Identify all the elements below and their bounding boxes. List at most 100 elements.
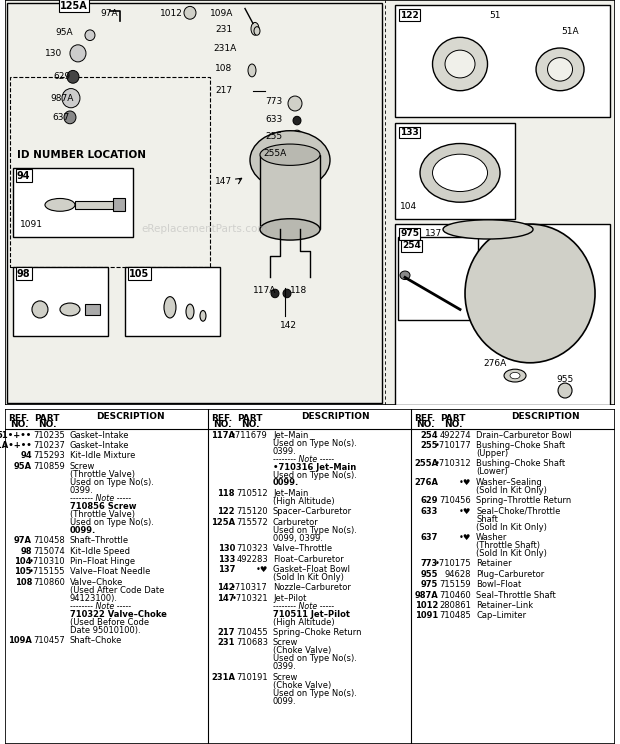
Bar — [10, 77, 210, 267]
Text: Shaft–Throttle: Shaft–Throttle — [70, 536, 129, 545]
Text: Jet–Main: Jet–Main — [273, 431, 308, 440]
Circle shape — [283, 289, 291, 298]
Text: 142: 142 — [280, 321, 297, 330]
Text: 710683: 710683 — [236, 638, 268, 647]
Ellipse shape — [251, 22, 259, 35]
Text: Pin–Float Hinge: Pin–Float Hinge — [70, 557, 135, 566]
Circle shape — [288, 96, 302, 111]
Circle shape — [62, 89, 80, 108]
Text: PART: PART — [237, 414, 263, 423]
Text: 773: 773 — [421, 559, 438, 568]
Text: Gasket–Intake: Gasket–Intake — [70, 431, 130, 440]
Text: 710859: 710859 — [33, 462, 65, 471]
Text: 97A: 97A — [14, 536, 32, 545]
Text: 0399.: 0399. — [70, 486, 94, 495]
Bar — [75, 201, 115, 209]
Text: (Sold In Kit Only): (Sold In Kit Only) — [476, 522, 547, 531]
Text: 137: 137 — [218, 565, 235, 574]
Text: 133: 133 — [218, 554, 235, 563]
Text: 955: 955 — [420, 570, 438, 579]
Text: 987A: 987A — [414, 591, 438, 600]
Text: DESCRIPTION: DESCRIPTION — [511, 412, 579, 422]
Text: •♥: •♥ — [459, 533, 471, 542]
Text: Spring–Throttle Return: Spring–Throttle Return — [476, 496, 571, 505]
Text: 710457: 710457 — [33, 636, 65, 645]
Text: 142: 142 — [218, 583, 235, 592]
Text: 117A: 117A — [211, 431, 235, 440]
Text: •710317: •710317 — [231, 583, 268, 592]
Text: 217: 217 — [218, 628, 235, 637]
Text: Drain–Carburetor Bowl: Drain–Carburetor Bowl — [476, 431, 572, 440]
Text: 95A: 95A — [14, 462, 32, 471]
Text: (Choke Valve): (Choke Valve) — [273, 681, 331, 690]
Text: 0099, 0399.: 0099, 0399. — [273, 533, 323, 542]
Text: Valve–Float Needle: Valve–Float Needle — [70, 568, 150, 577]
Text: 710191: 710191 — [236, 673, 268, 682]
Text: Screw: Screw — [70, 462, 95, 471]
Text: (Sold In Kit Only): (Sold In Kit Only) — [476, 549, 547, 558]
Circle shape — [293, 116, 301, 125]
Text: •711679: •711679 — [231, 431, 268, 440]
Ellipse shape — [260, 144, 320, 165]
Text: Washer: Washer — [476, 533, 507, 542]
Ellipse shape — [433, 37, 487, 91]
Text: 51•+••: 51•+•• — [0, 431, 32, 440]
Ellipse shape — [60, 303, 80, 316]
Text: 492283: 492283 — [236, 554, 268, 563]
Text: Bushing–Choke Shaft: Bushing–Choke Shaft — [476, 441, 565, 450]
Text: Screw: Screw — [273, 638, 298, 647]
Text: 710322 Valve–Choke: 710322 Valve–Choke — [70, 609, 167, 619]
Text: 108: 108 — [15, 578, 32, 587]
Ellipse shape — [504, 369, 526, 382]
Text: Spring–Choke Return: Spring–Choke Return — [273, 628, 361, 637]
Text: Valve–Throttle: Valve–Throttle — [273, 544, 333, 553]
Text: •710312: •710312 — [435, 459, 471, 469]
Circle shape — [85, 30, 95, 40]
Text: 137: 137 — [425, 229, 442, 238]
Text: Valve–Choke: Valve–Choke — [70, 578, 123, 587]
Circle shape — [290, 146, 302, 159]
Text: -------- Note -----: -------- Note ----- — [70, 602, 131, 611]
Text: 122: 122 — [400, 10, 419, 19]
Text: 231A: 231A — [213, 43, 236, 53]
Text: DESCRIPTION: DESCRIPTION — [301, 412, 370, 422]
Bar — [395, 123, 515, 219]
Text: 217: 217 — [215, 86, 232, 95]
Text: Used on Type No(s).: Used on Type No(s). — [273, 470, 357, 480]
Text: •♥: •♥ — [255, 565, 268, 574]
Text: 231A: 231A — [211, 673, 235, 682]
Text: REF.: REF. — [211, 414, 232, 423]
Ellipse shape — [547, 57, 572, 81]
Text: 117A: 117A — [253, 286, 277, 295]
Text: -------- Note -----: -------- Note ----- — [273, 455, 334, 464]
Text: 1091: 1091 — [20, 220, 43, 229]
Text: Retainer–Link: Retainer–Link — [476, 601, 533, 610]
Text: 254: 254 — [402, 241, 421, 250]
Text: Seal–Choke/Throttle: Seal–Choke/Throttle — [476, 507, 560, 516]
Text: 118: 118 — [290, 286, 308, 295]
Ellipse shape — [558, 383, 572, 398]
Text: 637: 637 — [52, 113, 69, 122]
Text: Kit–Idle Speed: Kit–Idle Speed — [70, 547, 130, 556]
Text: ID NUMBER LOCATION: ID NUMBER LOCATION — [17, 150, 146, 160]
Text: Used on Type No(s).: Used on Type No(s). — [273, 689, 357, 698]
Text: 51A: 51A — [561, 27, 579, 36]
Text: Screw: Screw — [273, 673, 298, 682]
Text: 710512: 710512 — [236, 489, 268, 498]
Ellipse shape — [254, 27, 260, 35]
Text: Spacer–Carburetor: Spacer–Carburetor — [273, 507, 352, 516]
Text: PART: PART — [34, 414, 60, 423]
Ellipse shape — [510, 373, 520, 379]
Text: 1012: 1012 — [160, 8, 183, 18]
Bar — [395, 224, 610, 405]
Text: 109A: 109A — [210, 8, 233, 18]
Text: 94123100).: 94123100). — [70, 594, 118, 603]
Text: (Used After Code Date: (Used After Code Date — [70, 586, 164, 594]
Text: •710310: •710310 — [29, 557, 65, 566]
Text: •710316 Jet–Main: •710316 Jet–Main — [273, 463, 356, 472]
Text: (Sold In Kit Only): (Sold In Kit Only) — [273, 573, 344, 582]
Ellipse shape — [200, 310, 206, 321]
Text: 109A: 109A — [8, 636, 32, 645]
Text: Cap–Limiter: Cap–Limiter — [476, 612, 526, 620]
Ellipse shape — [400, 271, 410, 280]
